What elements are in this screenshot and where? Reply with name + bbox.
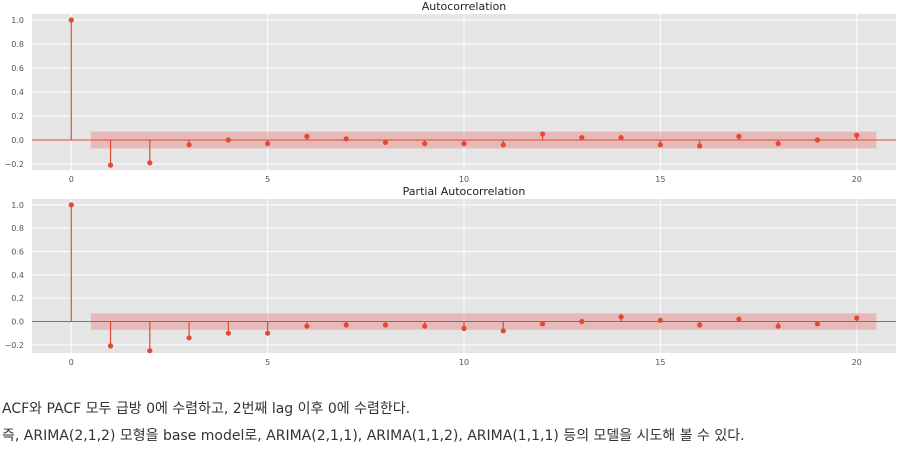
pacf-point [68,202,74,208]
acf-pacf-figure: 1.0 0.8 0.6 0.4 0.2 0.0 −0.2 0 5 10 15 20 Autocorrel… [5,0,896,367]
acf-point [107,162,114,168]
acf-point [854,132,860,138]
pacf-point [697,322,703,328]
pacf-point [814,321,821,327]
acf-x-tick-label: 0 [69,175,74,184]
pacf-point [579,318,585,325]
pacf-point [500,328,506,334]
acf-point [618,135,624,141]
acf-point [775,141,781,147]
pacf-x-tick-label: 20 [852,358,862,367]
acf-point [579,135,585,141]
pacf-point [265,330,271,336]
pacf-x-tick-label: 15 [655,358,665,367]
acf-title: Autocorrelation [422,0,507,13]
acf-point [304,133,310,139]
pacf-x-tick-label: 10 [459,358,469,367]
pacf-x-tick-label: 5 [265,358,270,367]
acf-point [539,131,546,137]
pacf-point [343,322,349,328]
pacf-point [657,317,663,323]
pacf-y-tick-label: 0.6 [11,248,24,257]
pacf-point [539,321,546,327]
pacf-y-tick-label: 0.0 [11,318,24,327]
pacf-point [775,323,781,329]
pacf-point [422,323,428,329]
acf-point [343,136,349,142]
caption-line-2: 즉, ARIMA(2,1,2) 모형을 base model로, ARIMA(2… [2,428,745,444]
pacf-y-tick-label: 0.4 [11,271,24,280]
pacf-point [147,348,153,354]
pacf-y-tick-label: −0.2 [5,341,24,350]
pacf-x-tick-label: 0 [69,358,74,367]
acf-point [422,141,428,147]
acf-point [147,160,153,166]
pacf-y-tick-label: 1.0 [11,201,24,210]
acf-x-tick-label: 10 [459,175,469,184]
pacf-point [382,322,389,328]
acf-point [814,137,821,143]
acf-x-tick-label: 20 [852,175,862,184]
acf-point [225,137,231,143]
acf-point [68,17,74,23]
acf-y-tick-label: −0.2 [5,160,24,169]
pacf-point [854,315,860,321]
pacf-point [107,343,114,349]
pacf-y-tick-label: 0.8 [11,224,24,233]
acf-x-tick-label: 5 [265,175,270,184]
pacf-point [618,314,624,320]
acf-y-tick-label: 0.6 [11,64,24,73]
acf-y-tick-label: 0.8 [11,40,24,49]
acf-point [382,139,389,145]
pacf-title: Partial Autocorrelation [403,185,526,198]
acf-point [736,133,742,139]
pacf-point [186,335,192,341]
acf-point [461,141,467,147]
acf-point [186,142,192,148]
acf-point [657,142,663,148]
acf-y-tick-label: 1.0 [11,16,24,25]
acf-y-tick-label: 0.0 [11,136,24,145]
acf-point [697,143,703,149]
acf-x-tick-label: 15 [655,175,665,184]
acf-point [500,142,506,148]
pacf-point [736,316,742,322]
pacf-point [225,330,231,336]
acf-point [265,141,271,147]
acf-y-tick-label: 0.4 [11,88,24,97]
pacf-y-tick-label: 0.2 [11,294,24,303]
pacf-point [304,323,310,329]
caption-line-1: ACF와 PACF 모두 급방 0에 수렴하고, 2번째 lag 이후 0에 수… [2,401,411,417]
acf-y-tick-label: 0.2 [11,112,24,121]
pacf-point [461,325,467,332]
